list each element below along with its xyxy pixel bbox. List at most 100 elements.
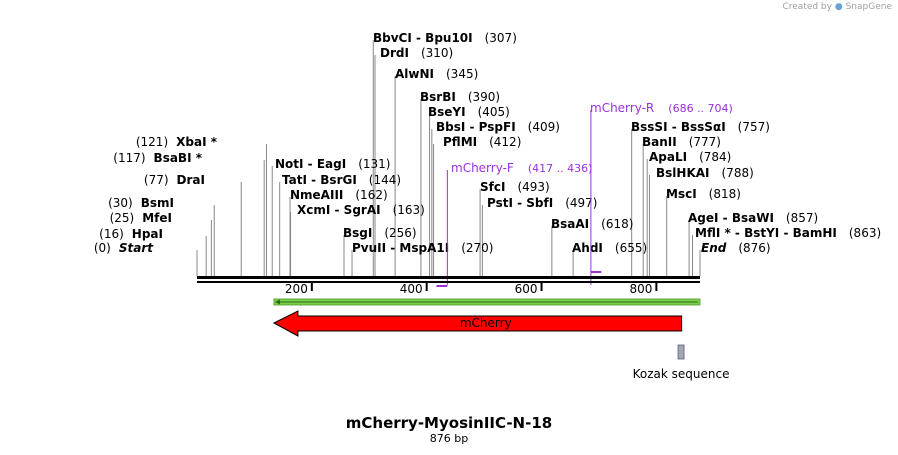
- site-labels: (0) Start(16) HpaI (25) MfeI (30) BsmI (77) DraI…: [94, 31, 881, 255]
- feature-kozak-label: Kozak sequence: [633, 367, 730, 381]
- site-label-ahdi[interactable]: AhdI (655): [572, 241, 647, 255]
- site-enzyme: AhdI: [572, 241, 603, 255]
- site-enzyme: PvuII - MspA1I: [352, 241, 449, 255]
- feature-kozak-box[interactable]: [677, 344, 685, 360]
- site-label-bslhkai[interactable]: BslHKAI (788): [656, 166, 754, 180]
- site-enzyme: BbsI - PspFI: [436, 120, 516, 134]
- backbone-strand-bottom: [197, 281, 700, 283]
- site-enzyme: MflI * - BstYI - BamHI: [695, 226, 837, 240]
- primer-name: mCherry-R: [590, 101, 654, 115]
- ruler-tick-label: 800: [629, 282, 652, 296]
- site-position: (307): [485, 31, 517, 45]
- site-label-bbvci-bpu10i[interactable]: BbvCI - Bpu10I (307): [373, 31, 517, 45]
- site-enzyme: MscI: [666, 187, 697, 201]
- plasmid-size: 876 bp: [429, 432, 469, 445]
- site-label-mfli-bstyi-bamhi[interactable]: MflI * - BstYI - BamHI (863): [695, 226, 881, 240]
- site-enzyme: HpaI: [132, 227, 163, 241]
- orf-arrowhead-icon: [274, 299, 280, 305]
- site-label-pvuii-mspa1i[interactable]: PvuII - MspA1I (270): [352, 241, 493, 255]
- site-position: (493): [517, 180, 549, 194]
- site-position: (310): [421, 46, 453, 60]
- site-position: (16): [99, 227, 124, 241]
- site-label-bsaai[interactable]: BsaAI (618): [551, 217, 633, 231]
- site-enzyme: BsaAI: [551, 217, 589, 231]
- site-label-banii[interactable]: BanII (777): [642, 135, 721, 149]
- site-label-psti-sbfi[interactable]: PstI - SbfI (497): [487, 196, 597, 210]
- site-label-drai[interactable]: (77) DraI: [144, 173, 205, 187]
- site-label-noti-eagi[interactable]: NotI - EagI (131): [275, 157, 390, 171]
- site-position: (131): [358, 157, 390, 171]
- site-enzyme: NmeAIII: [290, 188, 343, 202]
- site-enzyme: PstI - SbfI: [487, 196, 553, 210]
- site-position: (818): [709, 187, 741, 201]
- site-position: (412): [489, 135, 521, 149]
- snapgene-credit: Created by ● SnapGene: [782, 2, 892, 12]
- site-position: (25): [110, 211, 135, 225]
- site-label-bsmi[interactable]: (30) BsmI: [108, 196, 174, 210]
- site-enzyme: MfeI: [142, 211, 172, 225]
- site-enzyme: End: [701, 241, 727, 255]
- site-label-msci[interactable]: MscI (818): [666, 187, 741, 201]
- site-enzyme: XbaI *: [176, 135, 218, 149]
- site-enzyme: AgeI - BsaWI: [688, 211, 774, 225]
- primer-name: mCherry-F: [451, 161, 514, 175]
- feature-mcherry-label: mCherry: [460, 316, 512, 330]
- site-position: (618): [601, 217, 633, 231]
- site-enzyme: BseYI: [428, 105, 466, 119]
- site-label-nmeaiii[interactable]: NmeAIII (162): [290, 188, 388, 202]
- site-position: (144): [369, 173, 401, 187]
- site-label-sfci[interactable]: SfcI (493): [480, 180, 550, 194]
- site-label-xbai[interactable]: (121) XbaI *: [136, 135, 218, 149]
- primer-label-mcherry-r[interactable]: mCherry-R (686 .. 704): [590, 101, 733, 115]
- site-position: (788): [722, 166, 754, 180]
- site-position: (163): [393, 203, 425, 217]
- site-label-end[interactable]: End (876): [701, 241, 771, 255]
- site-position: (0): [94, 241, 111, 255]
- site-enzyme: BanII: [642, 135, 677, 149]
- site-position: (117): [113, 151, 145, 165]
- site-enzyme: BssSI - BssSαI: [631, 120, 726, 134]
- site-enzyme: XcmI - SgrAI: [297, 203, 381, 217]
- site-position: (857): [786, 211, 818, 225]
- primer-range: (417 .. 436): [528, 162, 593, 175]
- primer-label-mcherry-f[interactable]: mCherry-F (417 .. 436): [451, 161, 592, 175]
- site-enzyme: Start: [119, 241, 154, 255]
- site-label-mfei[interactable]: (25) MfeI: [110, 211, 172, 225]
- site-label-start[interactable]: (0) Start: [94, 241, 154, 255]
- site-label-bsrbi[interactable]: BsrBI (390): [420, 90, 500, 104]
- site-label-bsabi[interactable]: (117) BsaBI *: [113, 151, 202, 165]
- site-label-bsssi-bsss-i[interactable]: BssSI - BssSαI (757): [631, 120, 770, 134]
- site-position: (655): [615, 241, 647, 255]
- primer-bar-mcherry-r[interactable]: [590, 271, 602, 273]
- site-enzyme: BsrBI: [420, 90, 456, 104]
- site-enzyme: DrdI: [380, 46, 409, 60]
- backbone: [197, 276, 700, 283]
- site-label-apali[interactable]: ApaLI (784): [649, 150, 731, 164]
- backbone-strand-top: [197, 276, 700, 279]
- site-label-bbsi-pspfi[interactable]: BbsI - PspFI (409): [436, 120, 560, 134]
- ruler: 200 400 600 800: [285, 282, 658, 296]
- site-enzyme: BsgI: [343, 226, 372, 240]
- site-position: (777): [689, 135, 721, 149]
- feature-mcherry-arrow[interactable]: [272, 310, 683, 337]
- site-label-agei-bsawi[interactable]: AgeI - BsaWI (857): [688, 211, 818, 225]
- site-enzyme: TatI - BsrGI: [282, 173, 357, 187]
- site-label-xcmi-sgrai[interactable]: XcmI - SgrAI (163): [297, 203, 425, 217]
- site-enzyme: BslHKAI: [656, 166, 710, 180]
- site-label-bseyi[interactable]: BseYI (405): [428, 105, 510, 119]
- snapgene-logo-icon: ●: [834, 2, 843, 12]
- site-lines: [196, 40, 701, 276]
- site-label-tati-bsrgi[interactable]: TatI - BsrGI (144): [282, 173, 401, 187]
- site-position: (390): [468, 90, 500, 104]
- site-label-pflmi[interactable]: PflMI (412): [443, 135, 521, 149]
- site-label-alwni[interactable]: AlwNI (345): [395, 67, 478, 81]
- ruler-tick-label: 600: [515, 282, 538, 296]
- site-label-drdi[interactable]: DrdI (310): [380, 46, 453, 60]
- credit-text: Created by: [782, 2, 832, 12]
- site-label-hpai[interactable]: (16) HpaI: [99, 227, 163, 241]
- ruler-tick-label: 200: [285, 282, 308, 296]
- site-enzyme: BbvCI - Bpu10I: [373, 31, 473, 45]
- primer-bar-mcherry-f[interactable]: [436, 285, 448, 287]
- site-label-bsgi[interactable]: BsgI (256): [343, 226, 417, 240]
